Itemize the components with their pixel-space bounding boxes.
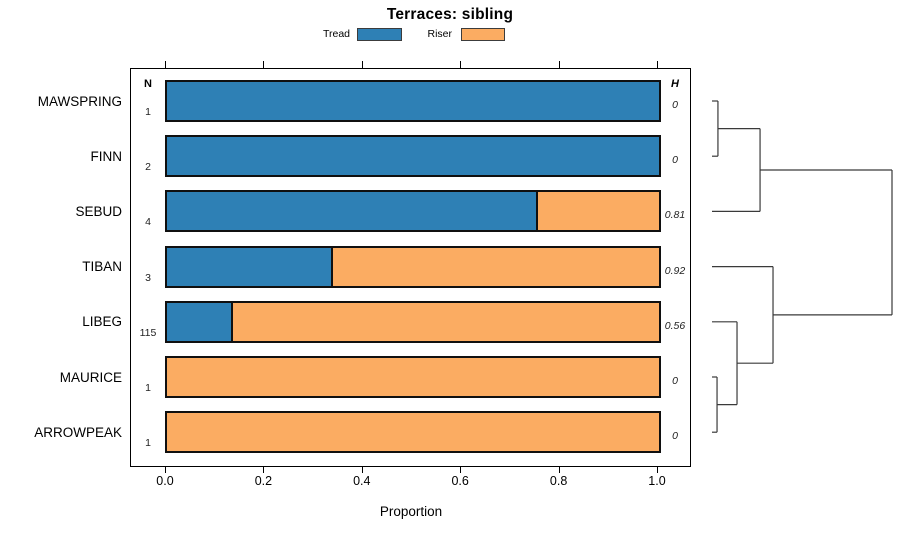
h-value: 0 xyxy=(672,154,678,167)
legend-swatch-riser-icon xyxy=(461,28,505,41)
axis-tick-bottom xyxy=(460,466,462,473)
row-label: TIBAN xyxy=(82,259,122,275)
axis-tick-bottom xyxy=(361,466,363,473)
row-label: LIBEG xyxy=(82,314,122,330)
h-value: 0.56 xyxy=(664,319,686,332)
axis-tick-bottom xyxy=(657,466,658,473)
bar-segment-tread xyxy=(167,302,231,341)
bar-row xyxy=(165,245,661,288)
h-value: 0.92 xyxy=(664,264,686,277)
plot-frame xyxy=(130,68,691,467)
row-label: SEBUD xyxy=(75,203,122,219)
n-value: 1 xyxy=(145,106,151,118)
bar-segment-riser xyxy=(536,192,659,231)
axis-tick-label: 0.2 xyxy=(254,474,273,488)
n-value: 1 xyxy=(145,382,151,394)
axis-tick-top xyxy=(263,61,265,68)
axis-tick-label: 1.0 xyxy=(648,474,666,488)
axis-tick-top xyxy=(657,61,658,68)
row-label: MAWSPRING xyxy=(37,93,122,109)
legend-label-tread: Tread xyxy=(322,28,350,40)
h-value: 0 xyxy=(672,375,678,387)
row-label: ARROWPEAK xyxy=(34,424,122,440)
h-value: 0 xyxy=(672,430,678,443)
bar-segment-riser xyxy=(167,358,659,396)
n-value: 1 xyxy=(145,437,151,450)
axis-tick-label: 0.8 xyxy=(549,474,568,488)
n-value: 115 xyxy=(139,326,157,339)
axis-tick-top xyxy=(361,61,363,68)
h-value: 0 xyxy=(672,99,678,111)
axis-tick-bottom xyxy=(165,466,166,473)
bar-segment-tread xyxy=(167,137,659,176)
row-label: FINN xyxy=(90,148,123,164)
bar-segment-tread xyxy=(167,247,331,286)
n-value: 4 xyxy=(145,216,151,229)
legend-label-riser: Riser xyxy=(427,28,452,40)
h-value: 0.81 xyxy=(664,209,686,222)
bar-row xyxy=(165,135,661,178)
bar-row xyxy=(165,190,661,233)
axis-tick-label: 0.4 xyxy=(353,474,371,488)
bar-row xyxy=(165,300,661,343)
bar-row xyxy=(165,80,661,122)
axis-tick-top xyxy=(558,61,560,68)
bar-segment-riser xyxy=(167,413,659,452)
bar-segment-riser xyxy=(230,302,659,341)
axis-tick-label: 0.0 xyxy=(156,474,174,488)
axis-tick-label: 0.6 xyxy=(451,474,469,488)
n-value: 3 xyxy=(145,271,151,284)
row-label: MAURICE xyxy=(59,369,122,385)
bar-segment-riser xyxy=(330,247,659,286)
x-axis-title: Proportion xyxy=(379,504,443,519)
n-column-header: N xyxy=(144,78,152,90)
n-value: 2 xyxy=(145,161,151,174)
bar-row xyxy=(165,356,661,398)
bar-segment-tread xyxy=(167,82,659,120)
legend-swatch-tread-icon xyxy=(357,28,402,41)
bar-segment-tread xyxy=(167,192,536,231)
axis-tick-bottom xyxy=(558,466,560,473)
chart-title: Terraces: sibling xyxy=(386,6,514,23)
h-column-header: H xyxy=(671,78,679,90)
axis-tick-bottom xyxy=(263,466,265,473)
axis-tick-top xyxy=(460,61,462,68)
bar-row xyxy=(165,411,661,454)
axis-tick-top xyxy=(165,61,166,68)
